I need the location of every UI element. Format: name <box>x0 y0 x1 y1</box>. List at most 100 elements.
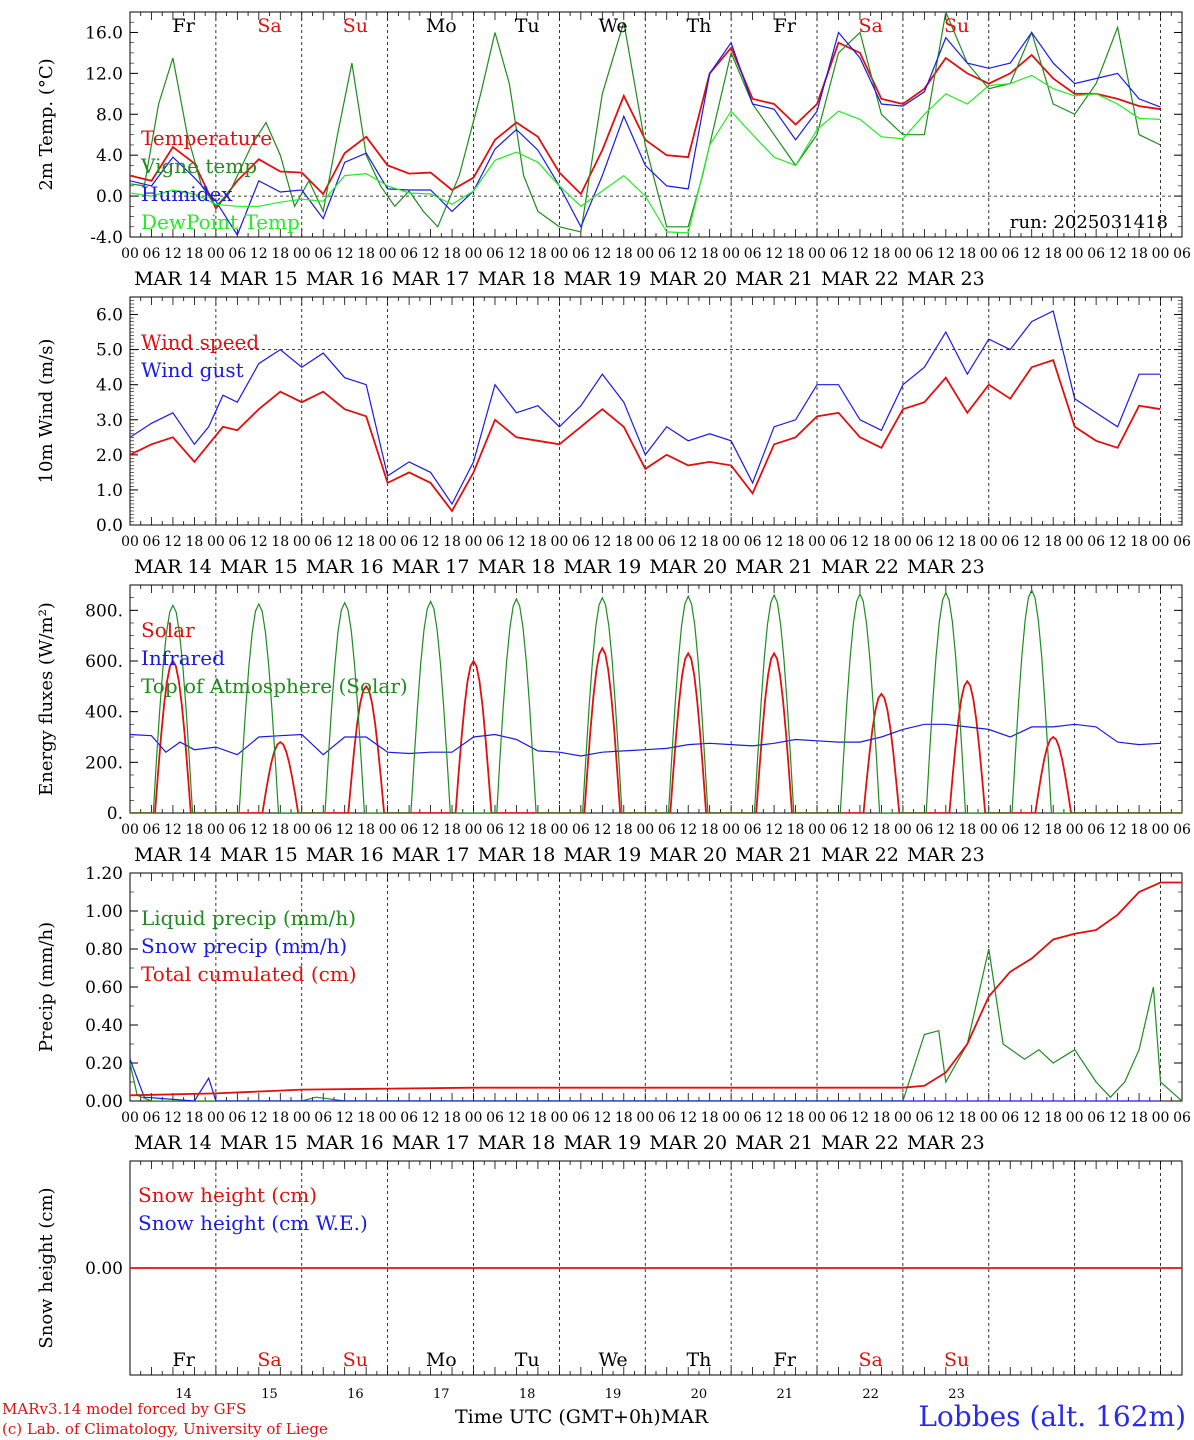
x-hour-label: 12 <box>679 246 697 262</box>
x-hour-label: 18 <box>443 534 461 550</box>
y-tick-label: 1.0 <box>96 481 123 501</box>
x-hour-label: 00 <box>465 534 483 550</box>
x-hour-label: 00 <box>121 822 139 838</box>
y-tick-label: 0.0 <box>96 187 123 207</box>
y-tick-label: 3.0 <box>96 411 123 431</box>
weekday-label: Th <box>686 15 711 37</box>
x-hour-label: 18 <box>1044 822 1062 838</box>
weekday-label: Th <box>686 1349 711 1371</box>
x-hour-label: 00 <box>465 822 483 838</box>
x-date-label: MAR 18 <box>478 1132 556 1154</box>
y-axis-title: 10m Wind (m/s) <box>36 339 57 484</box>
panel-temperature: -4.0 0.0 4.0 8.0 12.0 16.0 2m Temp. (°C) Temper… <box>36 11 1191 290</box>
x-hour-label: 06 <box>1087 822 1105 838</box>
x-hour-label: 12 <box>937 822 955 838</box>
x-hour-label: 06 <box>228 822 246 838</box>
x-hour-label: 18 <box>529 246 547 262</box>
weekday-label: We <box>598 1349 627 1371</box>
x-hour-label: 12 <box>593 534 611 550</box>
x-hour-label: 06 <box>486 534 504 550</box>
x-hour-label: 12 <box>851 822 869 838</box>
x-hour-label: 18 <box>443 1110 461 1126</box>
x-hour-label: 12 <box>336 1110 354 1126</box>
series-line-solar <box>130 646 1182 813</box>
x-hour-label: 00 <box>1152 246 1170 262</box>
x-hour-label: 06 <box>658 822 676 838</box>
x-date-label: MAR 19 <box>563 556 641 578</box>
x-hour-label: 00 <box>379 1110 397 1126</box>
legend-entry: Infrared <box>141 646 225 670</box>
day-number-label: 21 <box>777 1387 794 1402</box>
x-date-label: MAR 19 <box>563 844 641 866</box>
x-hour-label: 06 <box>1001 1110 1019 1126</box>
x-hour-label: 12 <box>508 1110 526 1126</box>
x-hour-label: 00 <box>722 534 740 550</box>
legend-entry: Humidex <box>141 182 233 206</box>
x-hour-label: 18 <box>529 534 547 550</box>
x-hour-label: 00 <box>1066 246 1084 262</box>
x-hour-label: 18 <box>529 822 547 838</box>
x-hour-label: 00 <box>207 534 225 550</box>
x-hour-label: 06 <box>486 246 504 262</box>
x-hour-label: 00 <box>121 246 139 262</box>
x-hour-label: 12 <box>422 822 440 838</box>
x-hour-label: 12 <box>593 1110 611 1126</box>
y-tick-label: 16.0 <box>85 23 123 43</box>
x-hour-label: 18 <box>958 1110 976 1126</box>
x-hour-label: 12 <box>1109 246 1127 262</box>
x-hour-label: 18 <box>357 1110 375 1126</box>
x-hour-label: 06 <box>744 822 762 838</box>
x-date-label: MAR 17 <box>392 268 470 290</box>
x-hour-label: 00 <box>636 1110 654 1126</box>
x-hour-label: 06 <box>314 822 332 838</box>
series-line-vigne-temp <box>130 12 1161 233</box>
x-hour-label: 12 <box>250 1110 268 1126</box>
day-number-label: 15 <box>261 1387 278 1402</box>
x-hour-label: 18 <box>873 822 891 838</box>
x-date-label: MAR 14 <box>134 1132 212 1154</box>
x-hour-label: 06 <box>830 534 848 550</box>
x-hour-label: 18 <box>271 534 289 550</box>
y-tick-label: 0.20 <box>85 1054 123 1074</box>
x-hour-label: 18 <box>271 822 289 838</box>
legend-entry: Wind speed <box>141 330 259 354</box>
x-hour-label: 12 <box>937 534 955 550</box>
x-hour-label: 06 <box>572 822 590 838</box>
x-date-label: MAR 18 <box>478 556 556 578</box>
x-date-label: MAR 23 <box>907 556 985 578</box>
x-hour-label: 12 <box>1023 246 1041 262</box>
x-hour-label: 00 <box>636 534 654 550</box>
x-date-label: MAR 20 <box>649 268 727 290</box>
x-hour-label: 06 <box>830 822 848 838</box>
x-hour-label: 00 <box>379 822 397 838</box>
weekday-label: Fr <box>173 15 196 37</box>
x-date-label: MAR 16 <box>306 268 384 290</box>
day-number-label: 19 <box>605 1387 622 1402</box>
x-date-label: MAR 18 <box>478 844 556 866</box>
weekday-label: Tu <box>515 1349 540 1371</box>
x-date-label: MAR 17 <box>392 556 470 578</box>
x-date-label: MAR 22 <box>821 556 899 578</box>
series-line-infrared <box>130 723 1161 757</box>
x-hour-label: 00 <box>808 822 826 838</box>
x-hour-label: 06 <box>572 534 590 550</box>
y-tick-label: 800. <box>85 601 123 621</box>
x-hour-label: 12 <box>508 822 526 838</box>
x-hour-label: 18 <box>615 534 633 550</box>
day-number-label: 14 <box>175 1387 192 1402</box>
x-hour-label: 00 <box>293 246 311 262</box>
x-hour-label: 00 <box>465 1110 483 1126</box>
x-hour-label: 18 <box>1044 534 1062 550</box>
x-hour-label: 18 <box>615 822 633 838</box>
x-date-label: MAR 22 <box>821 1132 899 1154</box>
y-tick-label: 12.0 <box>85 64 123 84</box>
y-tick-label: 0.80 <box>85 940 123 960</box>
legend-entry: Total cumulated (cm) <box>141 962 357 986</box>
x-hour-label: 12 <box>250 246 268 262</box>
x-hour-label: 12 <box>164 246 182 262</box>
y-tick-label: 200. <box>85 753 123 773</box>
x-hour-label: 00 <box>808 1110 826 1126</box>
day-number-label: 18 <box>519 1387 536 1402</box>
x-hour-label: 12 <box>422 246 440 262</box>
